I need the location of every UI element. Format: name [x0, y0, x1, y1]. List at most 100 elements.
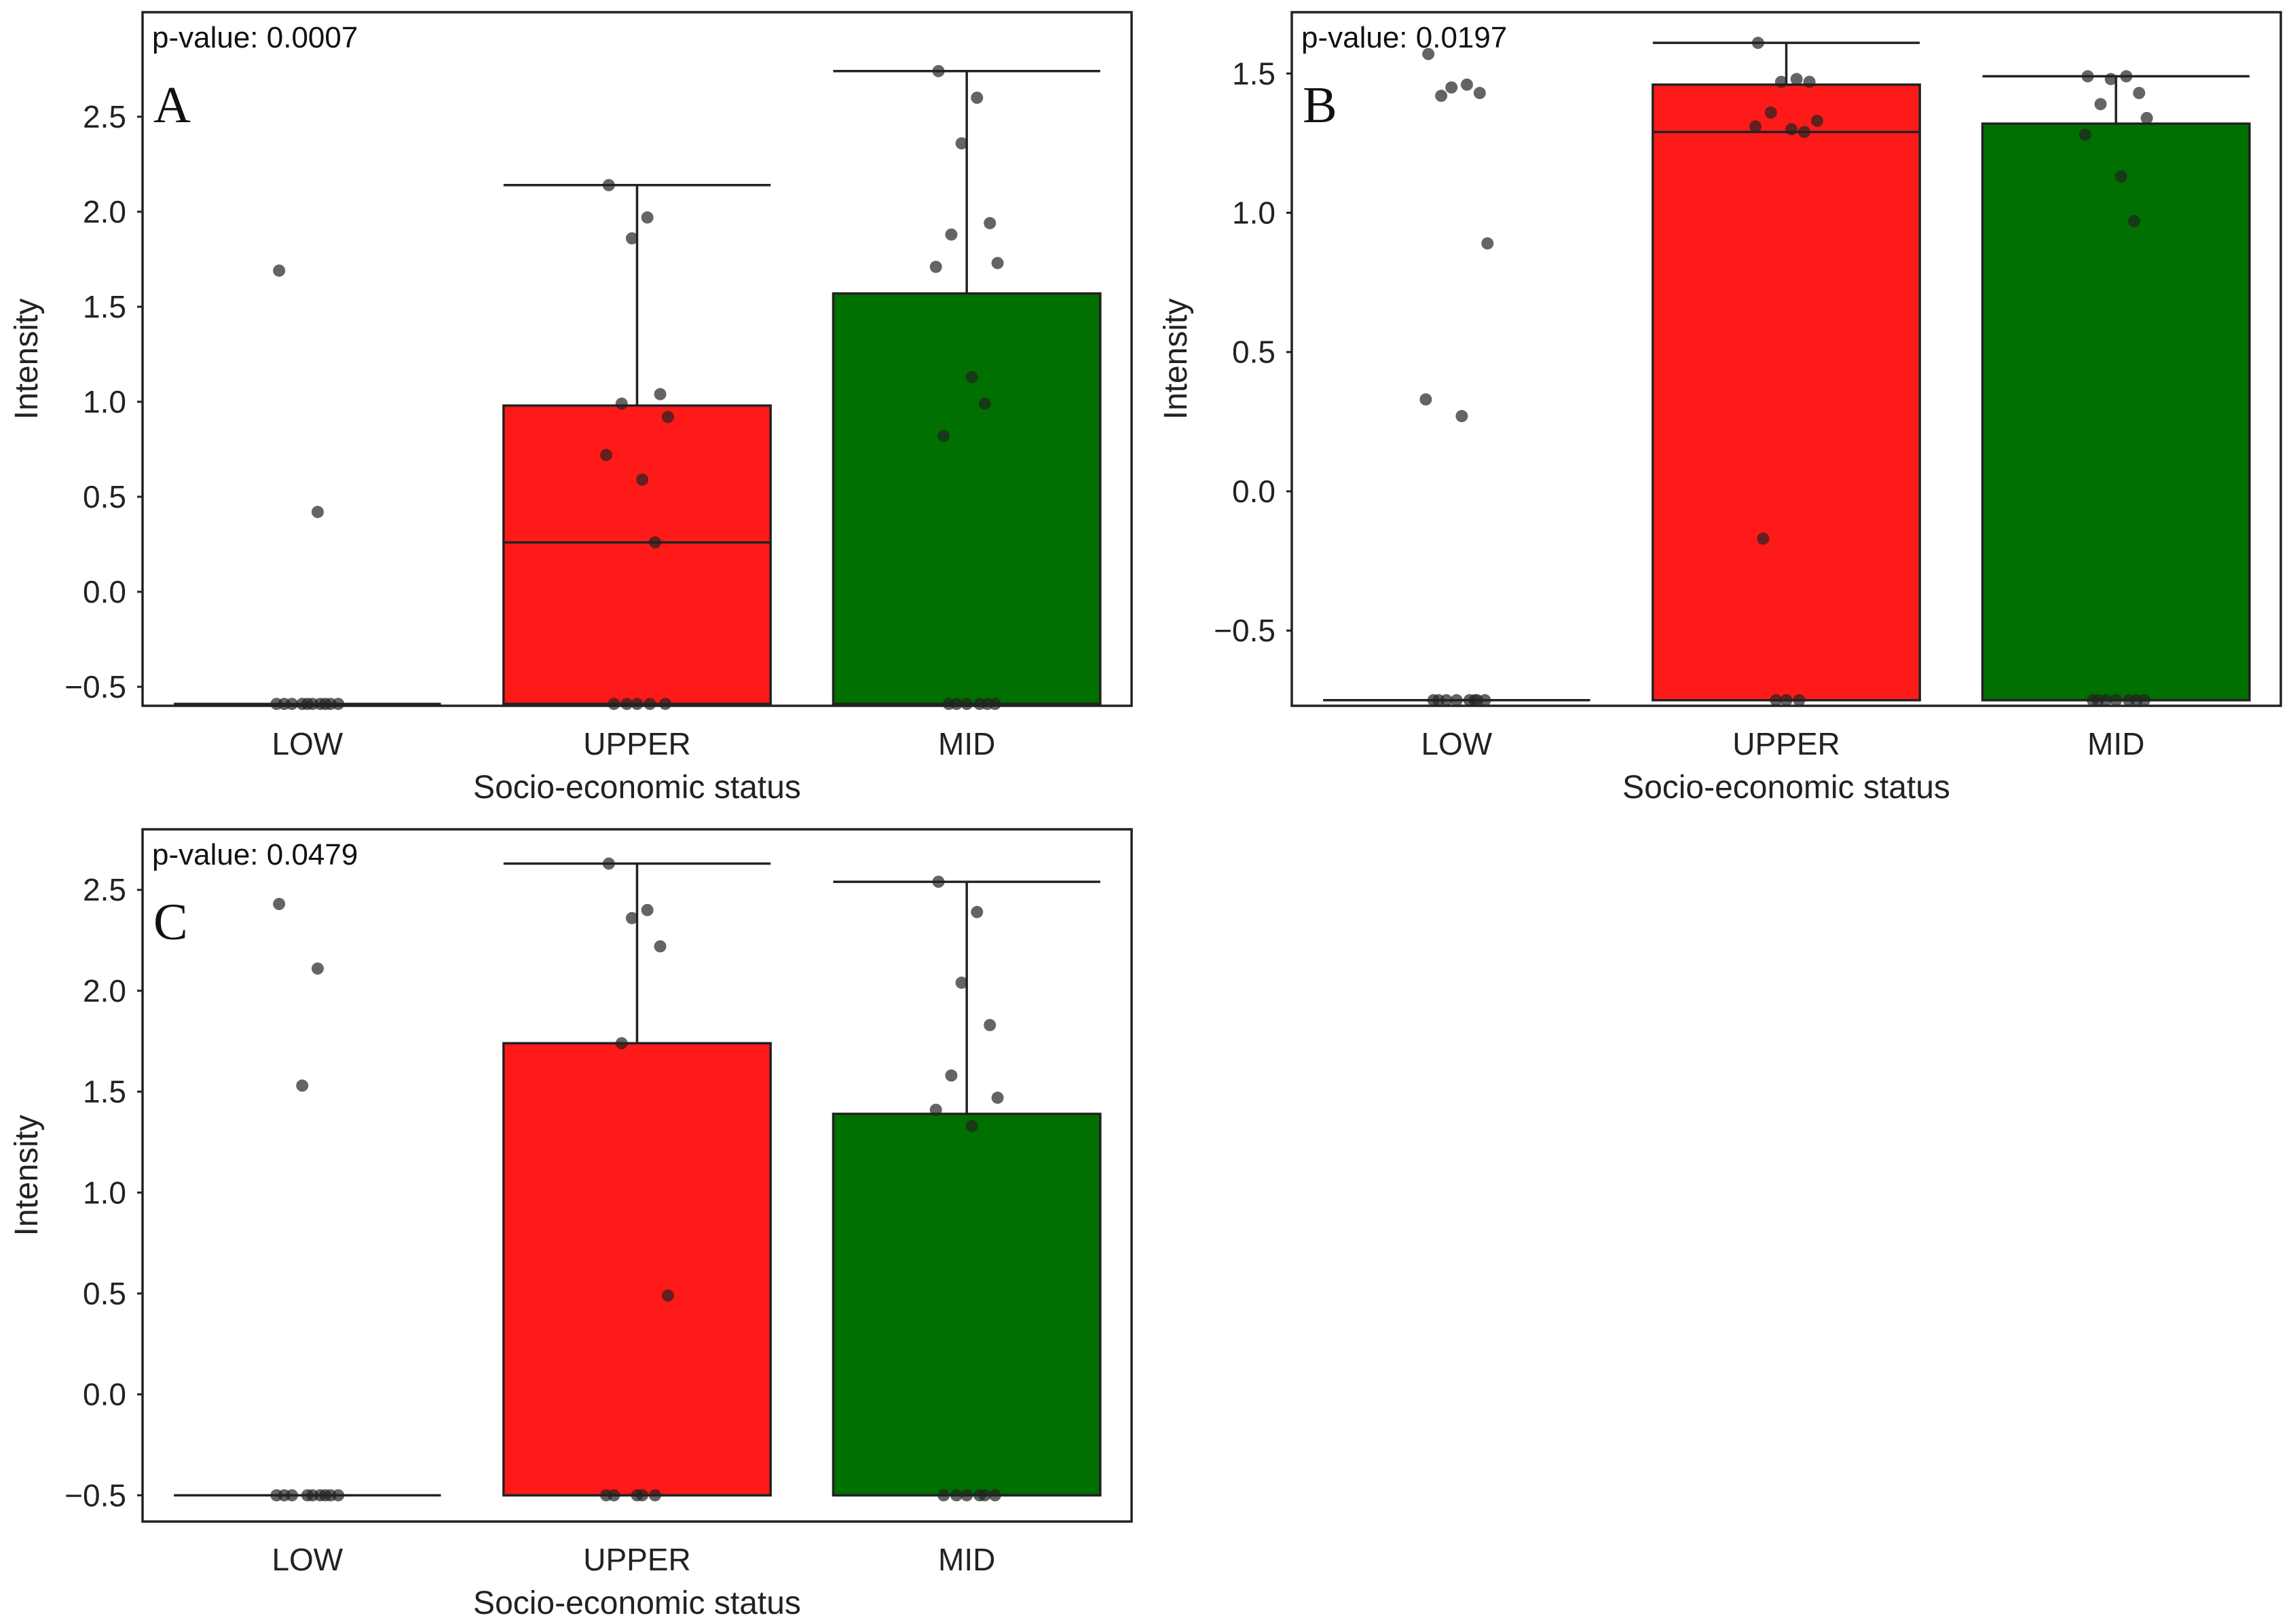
chart-panel-b: −0.5 0.0 0.5 1.0 1.5 LOW UPPER MID Socio-economi… — [1158, 11, 2282, 806]
data-point — [988, 1489, 1001, 1502]
data-point — [1803, 75, 1816, 88]
data-point — [2081, 70, 2094, 83]
data-point — [661, 411, 674, 423]
y-tick-label: 1.5 — [83, 1074, 126, 1110]
x-axis-label: Socio-economic status — [473, 1585, 801, 1621]
data-point — [620, 698, 633, 711]
data-point — [971, 905, 984, 918]
data-point — [641, 903, 654, 916]
data-point — [608, 698, 620, 711]
y-tick-label: 2.0 — [83, 194, 126, 229]
panel-label: B — [1303, 77, 1337, 134]
data-point — [942, 698, 955, 711]
data-point — [984, 1019, 997, 1032]
data-point — [1422, 48, 1435, 60]
data-point — [278, 1489, 291, 1502]
data-point — [1764, 106, 1777, 119]
data-point — [661, 1289, 674, 1302]
y-tick-label: 0.5 — [1232, 335, 1275, 370]
data-point — [1810, 115, 1823, 128]
data-point — [973, 1489, 986, 1502]
data-point — [932, 875, 945, 888]
data-point — [1774, 75, 1787, 88]
y-tick-label: 0.5 — [83, 1276, 126, 1311]
data-point — [332, 698, 345, 711]
data-point — [955, 977, 968, 989]
data-point — [929, 1103, 942, 1116]
data-point — [945, 228, 958, 241]
data-point — [984, 216, 997, 229]
data-point — [273, 898, 286, 911]
data-point — [1798, 126, 1811, 138]
data-point — [1757, 532, 1770, 545]
data-point — [937, 1489, 950, 1502]
y-tick-label: 0.0 — [83, 1377, 126, 1412]
data-point — [1785, 123, 1798, 136]
box-upper — [502, 404, 772, 705]
data-point — [1471, 694, 1484, 706]
y-tick-label: 1.0 — [83, 1175, 126, 1210]
box-upper — [1652, 83, 1921, 702]
data-point — [659, 698, 672, 711]
data-point — [2091, 694, 2104, 706]
data-point — [625, 232, 638, 245]
data-point — [965, 1120, 978, 1133]
data-point — [991, 1091, 1004, 1104]
data-point — [644, 698, 656, 711]
data-point — [311, 506, 324, 518]
data-point — [649, 536, 662, 549]
x-axis-label: Socio-economic status — [1622, 770, 1950, 806]
data-point — [1780, 694, 1793, 706]
x-tick-label: LOW — [272, 726, 343, 761]
data-point — [615, 397, 628, 410]
y-axis-label: Intensity — [9, 299, 45, 420]
data-point — [301, 1489, 314, 1502]
y-axis-label: Intensity — [1158, 299, 1194, 420]
data-point — [1435, 90, 1448, 102]
panel-label: A — [153, 77, 191, 134]
x-tick-label: MID — [2087, 726, 2144, 761]
data-point — [965, 371, 978, 383]
data-point — [991, 257, 1004, 269]
data-point — [273, 264, 286, 277]
data-point — [1460, 78, 1473, 91]
data-point — [1751, 37, 1764, 50]
data-point — [950, 1489, 963, 1502]
data-point — [649, 1489, 662, 1502]
data-point — [602, 178, 615, 191]
data-point — [2127, 214, 2140, 227]
x-tick-label: UPPER — [583, 726, 690, 761]
y-axis-label: Intensity — [9, 1115, 45, 1236]
x-tick-label: UPPER — [583, 1542, 690, 1577]
box-mid — [832, 292, 1102, 705]
data-point — [2079, 128, 2091, 141]
y-tick-label: −0.5 — [64, 1477, 126, 1513]
x-tick-label: MID — [938, 726, 995, 761]
data-point — [1445, 81, 1458, 94]
y-tick-label: 1.0 — [83, 384, 126, 419]
data-point — [2120, 70, 2133, 83]
data-point — [2140, 111, 2153, 124]
data-point — [1473, 87, 1486, 100]
y-tick-label: −0.5 — [64, 669, 126, 704]
plot-frame — [141, 828, 1133, 1523]
data-point — [2130, 694, 2143, 706]
data-point — [1455, 410, 1468, 423]
chart-panel-c: −0.5 0.0 0.5 1.0 1.5 2.0 2.5 LOW UPPER MID Socio-e… — [9, 828, 1133, 1621]
box-mid — [1981, 122, 2251, 702]
data-point — [615, 1037, 628, 1050]
x-tick-label: LOW — [272, 1542, 343, 1577]
data-point — [314, 1489, 327, 1502]
data-point — [278, 698, 291, 711]
data-point — [1770, 694, 1783, 706]
data-point — [971, 92, 984, 104]
data-point — [332, 1489, 345, 1502]
data-point — [2115, 170, 2127, 183]
data-point — [314, 698, 327, 711]
y-tick-label: 2.0 — [83, 973, 126, 1008]
data-point — [654, 388, 667, 400]
y-tick-label: 1.5 — [83, 289, 126, 324]
p-value-annotation: p-value: 0.0197 — [1301, 21, 1507, 54]
x-tick-label: MID — [938, 1542, 995, 1577]
y-tick-label: 0.0 — [1232, 474, 1275, 509]
